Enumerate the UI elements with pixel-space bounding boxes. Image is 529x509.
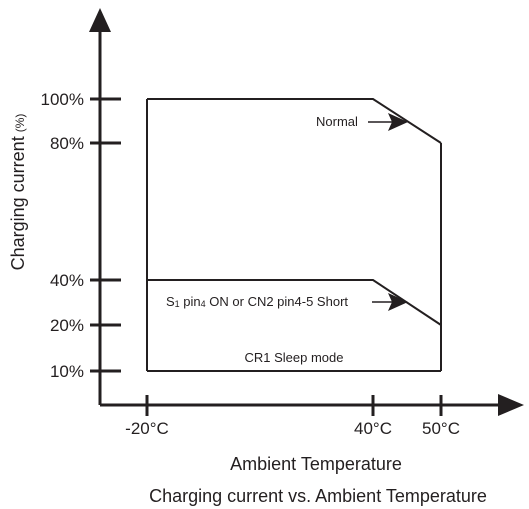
y-axis-title: Charging current (%) bbox=[8, 114, 28, 271]
s1-subscript: 1 bbox=[175, 299, 180, 309]
pin-text: pin bbox=[180, 294, 201, 309]
y-tick-label: 20% bbox=[50, 316, 84, 335]
x-axis-title: Ambient Temperature bbox=[230, 454, 402, 474]
x-tick-label: -20°C bbox=[125, 419, 169, 438]
series-label-s1-short: S1 pin4 ON or CN2 pin4-5 Short bbox=[166, 294, 348, 309]
normal-pointer-arrowhead bbox=[388, 113, 408, 131]
y-tick-label: 10% bbox=[50, 362, 84, 381]
series-label-sleep-mode: CR1 Sleep mode bbox=[245, 350, 344, 365]
series-lines bbox=[147, 98, 442, 372]
x-tick-label: 50°C bbox=[422, 419, 460, 438]
y-axis-title-unit: (%) bbox=[13, 114, 27, 133]
y-axis-arrow bbox=[89, 8, 111, 32]
series-line-normal bbox=[147, 98, 442, 144]
y-tick-label: 80% bbox=[50, 134, 84, 153]
pin-subscript: 4 bbox=[201, 299, 206, 309]
x-axis-arrow bbox=[498, 394, 524, 416]
x-ticks: -20°C 40°C 50°C bbox=[125, 395, 460, 438]
s1-prefix: S bbox=[166, 294, 175, 309]
series-label-normal: Normal bbox=[316, 114, 358, 129]
s1-pointer-arrowhead bbox=[388, 293, 408, 311]
series-line-s1-short bbox=[147, 279, 442, 326]
series-label-tail: ON or CN2 pin4-5 Short bbox=[206, 294, 349, 309]
y-tick-label: 100% bbox=[41, 90, 84, 109]
series-annotations: Normal S1 pin4 ON or CN2 pin4-5 Short CR… bbox=[166, 113, 408, 365]
chart-title: Charging current vs. Ambient Temperature bbox=[149, 486, 487, 506]
y-axis-title-main: Charging current bbox=[8, 136, 28, 270]
axes bbox=[89, 8, 524, 416]
plot-verticals bbox=[146, 99, 442, 371]
y-ticks: 100% 80% 40% 20% 10% bbox=[41, 90, 121, 381]
x-tick-label: 40°C bbox=[354, 419, 392, 438]
y-axis-title-text: Charging current (%) bbox=[8, 114, 28, 271]
y-tick-label: 40% bbox=[50, 271, 84, 290]
